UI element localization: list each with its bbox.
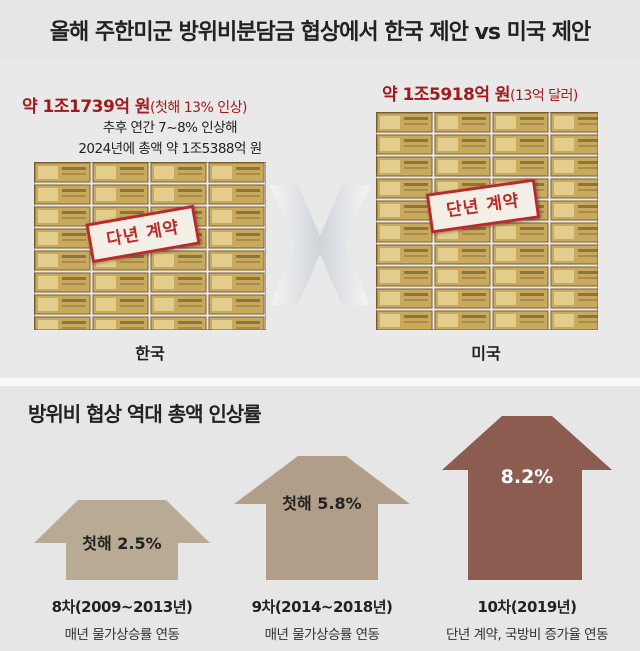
korea-amount-value: 약 1조1739억 원 [22, 97, 151, 117]
round-10-name: 10차(2019년) [477, 598, 577, 616]
round-8-rate: 첫해 2.5% [82, 534, 162, 553]
usa-label: 미국 [471, 344, 501, 363]
round-10-arrow-shape [442, 416, 612, 580]
round-9-rate: 첫해 5.8% [282, 494, 362, 513]
round-9-desc: 매년 물가상승률 연동 [264, 627, 380, 643]
korea-amount-note: (첫해 13% 인상) [150, 100, 248, 116]
round-9-name: 9차(2014~2018년) [251, 598, 393, 616]
round-9-arrow-shape [234, 456, 410, 580]
versus-arrow-left-icon [316, 185, 370, 309]
round-8-caption: 8차(2009~2013년) 매년 물가상승률 연동 [22, 596, 222, 643]
korea-amount: 약 1조1739억 원(첫해 13% 인상) [22, 92, 248, 117]
korea-label: 한국 [135, 344, 165, 363]
round-10-caption: 10차(2019년) 단년 계약, 국방비 증가율 연동 [427, 596, 627, 643]
round-10-arrow [442, 416, 612, 584]
round-9-caption: 9차(2014~2018년) 매년 물가상승률 연동 [222, 596, 422, 643]
round-9-arrow [234, 456, 410, 584]
usa-amount-note: (13억 달러) [510, 88, 578, 104]
korea-sub-line-1: 추후 연간 7~8% 인상해 [102, 120, 238, 136]
round-8-name: 8차(2009~2013년) [51, 598, 193, 616]
usa-amount: 약 1조5918억 원(13억 달러) [382, 80, 578, 105]
round-8-arrow [34, 500, 210, 584]
page-title: 올해 주한미군 방위비분담금 협상에서 한국 제안 vs 미국 제안 [49, 20, 591, 45]
versus-arrow-right-icon [270, 185, 324, 309]
round-10-rate: 8.2% [500, 466, 554, 488]
korea-sub-text: 추후 연간 7~8% 인상해 2024년에 총액 약 1조5388억 원 [40, 118, 300, 160]
round-8-desc: 매년 물가상승률 연동 [64, 627, 180, 643]
section-title: 방위비 협상 역대 총액 인상률 [28, 402, 262, 426]
usa-amount-value: 약 1조5918억 원 [382, 85, 511, 105]
section-divider [0, 378, 640, 386]
korea-sub-line-2: 2024년에 총액 약 1조5388억 원 [78, 141, 262, 157]
round-10-desc: 단년 계약, 국방비 증가율 연동 [446, 627, 609, 643]
round-8-arrow-shape [34, 500, 210, 580]
